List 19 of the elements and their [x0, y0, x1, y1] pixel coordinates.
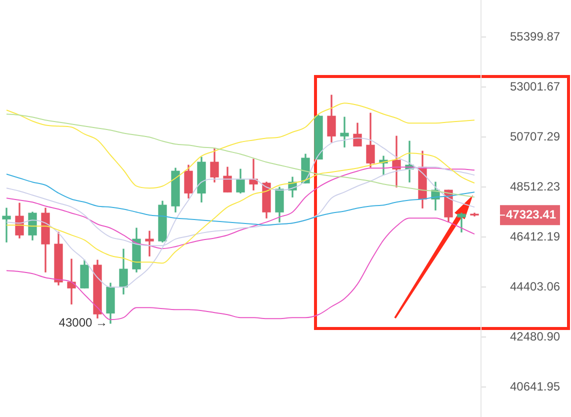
y-tick-label: 48512.23	[510, 179, 560, 194]
y-tick-label: 40641.95	[510, 379, 560, 394]
y-tick-label: 44403.06	[510, 279, 560, 294]
candlestick	[145, 230, 154, 256]
candlestick	[67, 258, 76, 304]
line-series	[6, 152, 475, 264]
y-tick-label: 42480.90	[510, 329, 560, 344]
y-tick-label: 55399.87	[510, 29, 560, 44]
line-series	[6, 102, 475, 189]
line-series	[6, 174, 475, 226]
annotation: 43000 →	[58, 316, 108, 330]
candlestick	[457, 212, 466, 232]
candlestick	[2, 208, 11, 242]
text: 47323.41	[506, 207, 556, 222]
y-tick-label: 50707.29	[510, 129, 560, 144]
candlestick	[340, 116, 349, 148]
y-tick-label: 46412.19	[510, 229, 560, 244]
line-series	[6, 114, 475, 198]
y-tick-label: 53001.67	[510, 79, 560, 94]
